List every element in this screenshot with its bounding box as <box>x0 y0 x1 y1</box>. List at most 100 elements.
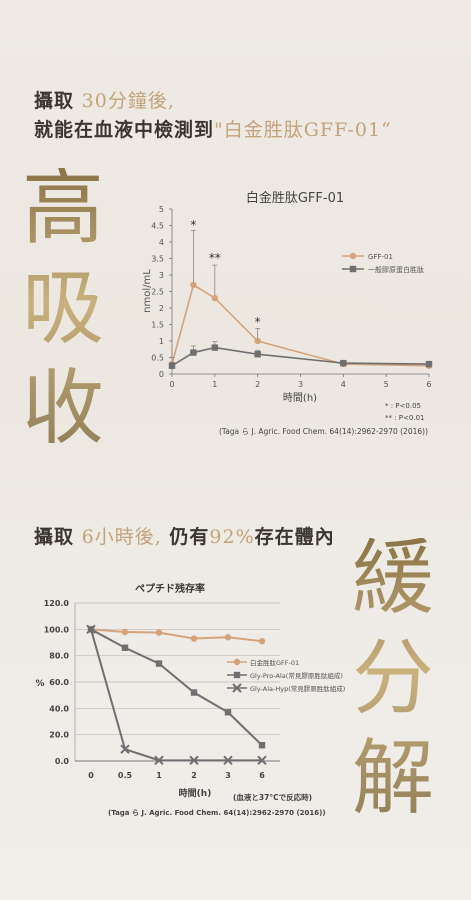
data-point-series-1 <box>155 629 163 636</box>
big-char: 解 <box>352 731 435 826</box>
legend-label: GFF-01 <box>368 253 393 261</box>
x-tick-label: 2 <box>191 771 197 780</box>
y-tick-label: 60.0 <box>49 678 69 687</box>
legend-label: Gly-Ala-Hyp(常見膠原胜肽組成) <box>250 684 345 693</box>
significance-note: * : P<0.05 <box>385 402 421 410</box>
x-axis-label: 時間(h) <box>179 787 212 799</box>
data-point-series-3 <box>120 744 130 754</box>
headline-line-1: 攝取 30分鐘後, <box>34 90 175 112</box>
data-point-series-1 <box>258 637 266 645</box>
y-axis-label: nmol/mL <box>142 269 153 313</box>
big-char: 收 <box>22 361 105 456</box>
data-point-series-3 <box>154 755 164 766</box>
x-tick-label: 6 <box>259 771 265 780</box>
series-line-1 <box>171 283 430 367</box>
data-point-series-2 <box>425 360 433 368</box>
data-point-series-3 <box>120 744 130 754</box>
legend-marker <box>233 671 241 679</box>
legend-marker <box>349 252 357 260</box>
legend-label: 白金胜肽GFF-01 <box>250 658 299 667</box>
x-tick-label: 0 <box>169 380 174 389</box>
y-tick-label: 4.5 <box>151 222 164 231</box>
x-axis-label: 時間(h) <box>283 392 317 404</box>
big-char: 高 <box>22 161 105 256</box>
series-line-2 <box>90 628 263 746</box>
legend-label: Gly-Pro-Ala(常見膠原胜肽組成) <box>250 671 343 680</box>
y-tick-label: 80.0 <box>49 652 69 661</box>
headline-line-2: 就能在血液中檢測到"白金胜肽GFF-01“ <box>34 119 392 141</box>
data-point-series-1 <box>121 628 129 636</box>
y-tick-label: 20.0 <box>49 731 69 740</box>
x-tick-label: 0 <box>88 771 94 780</box>
data-point-series-1 <box>190 281 197 289</box>
legend-marker <box>232 683 242 693</box>
legend-marker <box>349 265 357 273</box>
big-char: 緩 <box>352 531 435 626</box>
series-line-3 <box>90 629 262 762</box>
data-point-series-3 <box>257 755 267 766</box>
legend-marker <box>233 658 241 666</box>
data-point-series-2 <box>258 742 266 749</box>
big-text-slow-breakdown: 緩 分 解 <box>352 538 448 838</box>
data-point-series-2 <box>168 362 176 369</box>
significance-marker: * <box>190 218 196 232</box>
y-tick-label: 0.0 <box>55 757 70 766</box>
y-tick-label: 100.0 <box>44 625 70 634</box>
data-point-series-2 <box>87 626 95 633</box>
x-tick-label: 4 <box>341 380 346 389</box>
data-point-series-1 <box>254 337 261 345</box>
data-point-series-1 <box>211 294 219 302</box>
y-tick-label: 40.0 <box>49 704 69 713</box>
legend-marker <box>232 683 242 693</box>
data-point-series-2 <box>190 349 197 356</box>
data-point-series-3 <box>223 755 233 766</box>
x-tick-label: 5 <box>384 380 389 389</box>
data-point-series-2 <box>224 709 232 716</box>
data-point-series-1 <box>224 634 232 641</box>
big-char: 吸 <box>22 261 105 356</box>
data-point-series-2 <box>340 359 347 367</box>
data-point-series-3 <box>86 624 96 635</box>
x-tick-label: 6 <box>426 380 431 389</box>
x-tick-label: 0.5 <box>118 771 133 780</box>
y-tick-label: 1.5 <box>151 321 164 330</box>
y-tick-label: 2.5 <box>151 288 164 297</box>
y-tick-label: 0.5 <box>151 354 164 363</box>
x-tick-label: 3 <box>298 380 303 389</box>
chart-title: 白金胜肽GFF-01 <box>246 190 344 206</box>
significance-marker: * <box>255 315 261 329</box>
significance-marker: ** <box>209 251 221 265</box>
citation: (Taga ら J. Agric. Food Chem. 64(14):2962… <box>219 427 428 436</box>
y-axis-label: % <box>35 679 44 689</box>
y-tick-label: 5 <box>159 205 164 214</box>
y-tick-label: 2 <box>159 304 164 313</box>
data-point-series-1 <box>190 635 198 642</box>
y-tick-label: 0 <box>159 370 164 379</box>
data-point-series-3 <box>257 755 267 766</box>
data-point-series-1 <box>168 360 176 368</box>
legend-label: 一般膠原蛋白胜肽 <box>368 265 424 274</box>
data-point-series-2 <box>254 351 261 358</box>
headline-line-3: 攝取 6小時後, 仍有92%存在體內 <box>34 526 335 548</box>
y-tick-label: 1 <box>159 337 164 346</box>
series-line-1 <box>90 628 263 643</box>
data-point-series-1 <box>87 626 95 633</box>
y-tick-label: 3.5 <box>151 255 164 264</box>
series-line-2 <box>171 346 430 367</box>
x-tick-label: 1 <box>156 771 162 780</box>
data-point-series-2 <box>121 644 129 651</box>
data-point-series-3 <box>86 624 96 635</box>
y-tick-label: 120.0 <box>44 599 70 608</box>
x-tick-label: 2 <box>255 380 260 389</box>
data-point-series-3 <box>154 755 164 766</box>
y-tick-label: 4 <box>159 238 164 247</box>
data-point-series-2 <box>190 689 198 696</box>
data-point-series-3 <box>189 755 199 766</box>
x-tick-label: 1 <box>212 380 217 389</box>
chart-title: ペプチド残存率 <box>135 582 205 595</box>
citation: (Taga ら J. Agric. Food Chem. 64(14):2962… <box>108 809 326 817</box>
data-point-series-2 <box>211 344 219 351</box>
significance-note: ** : P<0.01 <box>385 414 424 422</box>
chart-note: (血液と37°Cで反応時) <box>233 792 312 802</box>
y-tick-label: 3 <box>159 271 164 280</box>
